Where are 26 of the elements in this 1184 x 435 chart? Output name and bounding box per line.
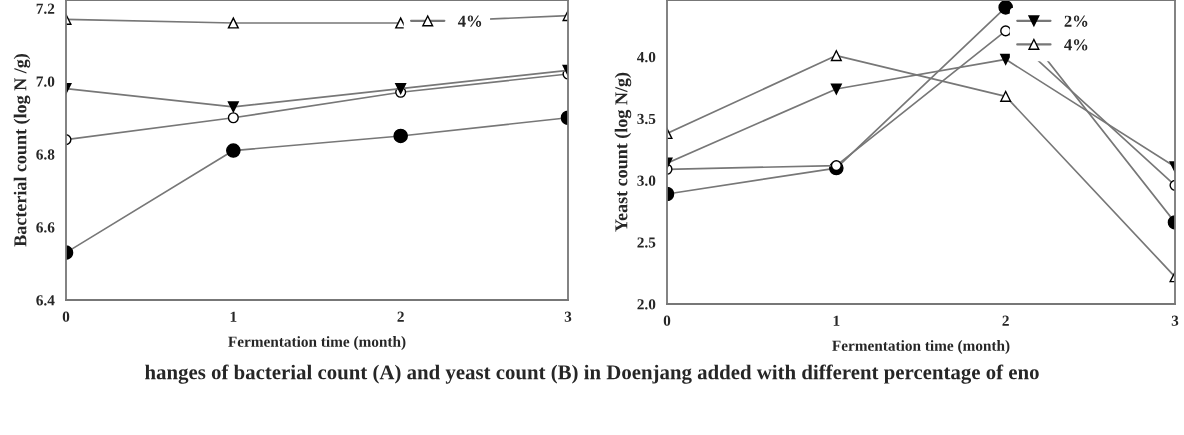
- y-tick-label: 6.6: [36, 222, 55, 233]
- y-axis-title: Yeast count (log N/g): [614, 72, 632, 232]
- y-tick-label: 6.8: [36, 149, 55, 160]
- x-axis-title: Fermentation time (month): [832, 340, 1010, 354]
- text: hanges of bacterial count (A) and yeast count (B) in Doenjang added with different percentage of eno: [145, 364, 1039, 384]
- legend-label: 4%: [1064, 39, 1088, 51]
- x-tick-label: 2: [397, 311, 404, 322]
- x-tick-label: 1: [230, 311, 237, 322]
- x-tick-label: 3: [1171, 315, 1179, 326]
- y-tick-label: 6.4: [36, 295, 55, 306]
- x-axis-title: Fermentation time (month): [228, 336, 406, 350]
- x-tick-label: 3: [564, 311, 572, 322]
- x-tick-label: 0: [663, 315, 671, 326]
- y-tick-label: 2.0: [637, 299, 656, 310]
- legend-label: 2%: [1064, 15, 1088, 27]
- x-tick-label: 0: [62, 311, 70, 322]
- legend-label: 4%: [457, 15, 482, 27]
- y-tick-label: 7.2: [36, 3, 55, 14]
- y-tick-label: 3.0: [637, 175, 656, 186]
- y-tick-label: 4.0: [637, 51, 656, 63]
- y-axis-title: Bacterial count (log N /g): [13, 54, 31, 247]
- y-tick-label: 2.5: [637, 237, 656, 248]
- x-tick-label: 1: [833, 315, 840, 326]
- y-tick-label: 3.5: [637, 113, 656, 125]
- x-tick-label: 2: [1002, 315, 1009, 326]
- y-tick-label: 7.0: [36, 76, 55, 87]
